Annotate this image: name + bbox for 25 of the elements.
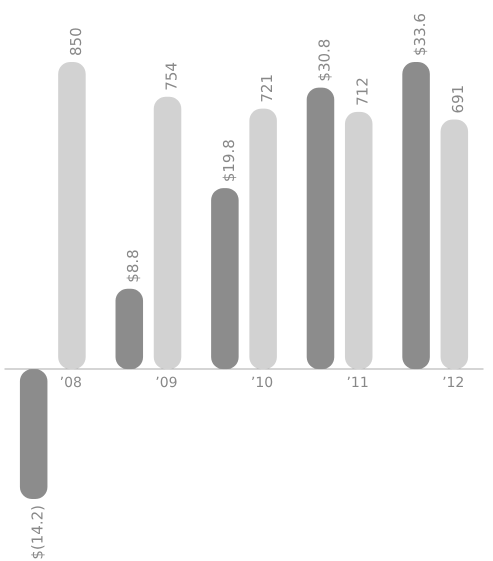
x-tick-label: ’10 xyxy=(250,375,274,392)
data-label: $(14.2) xyxy=(28,505,47,560)
x-tick-label: ’12 xyxy=(442,375,464,392)
x-tick-label: ’08 xyxy=(60,375,82,392)
bar xyxy=(58,62,86,370)
bar xyxy=(249,108,277,370)
data-label: 754 xyxy=(162,62,180,91)
bar xyxy=(116,288,144,370)
data-label: $8.8 xyxy=(124,249,142,283)
bar xyxy=(440,119,468,370)
bar xyxy=(402,62,430,370)
bar xyxy=(154,96,182,370)
bar xyxy=(20,369,48,499)
data-label: $30.8 xyxy=(315,38,334,82)
bar xyxy=(344,112,372,370)
bar xyxy=(306,88,334,370)
data-label: 721 xyxy=(258,74,276,103)
data-label: 850 xyxy=(66,27,85,56)
bar xyxy=(211,188,239,370)
data-label: $19.8 xyxy=(220,139,238,182)
data-label: $33.6 xyxy=(410,13,429,56)
x-tick-label: ’09 xyxy=(155,375,178,392)
data-label: 691 xyxy=(449,84,468,114)
data-label: 712 xyxy=(354,77,372,106)
x-tick-label: ’11 xyxy=(346,375,369,392)
